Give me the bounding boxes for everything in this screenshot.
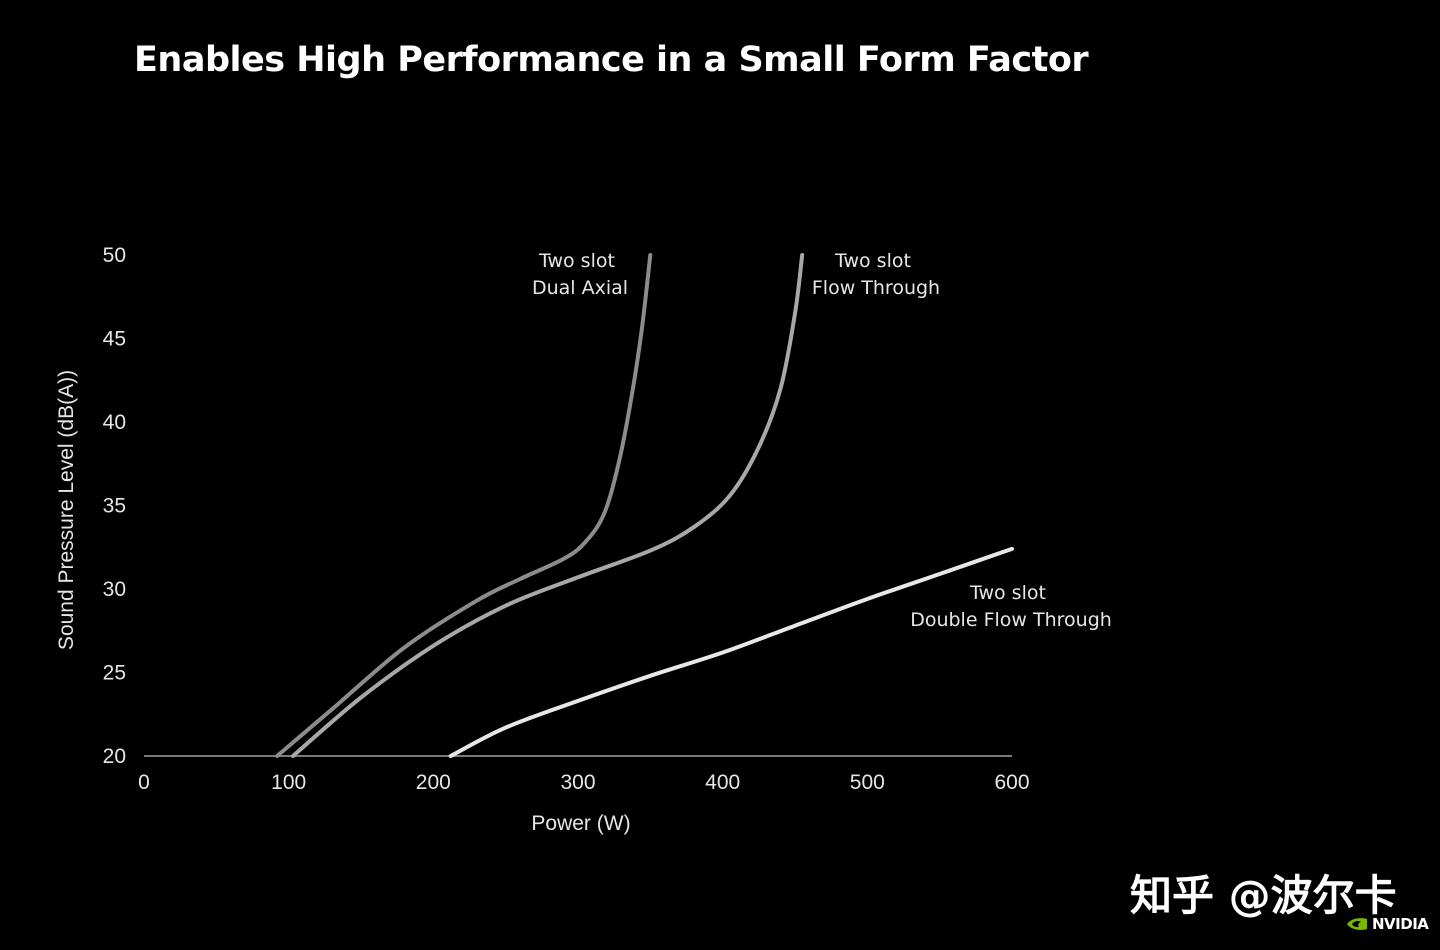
- series-label-flow-through-line-1: Two slot: [834, 250, 911, 272]
- series-labels: Two slot Dual Axial Two slot Flow Throug…: [532, 250, 1112, 631]
- series-line-flow-through: [291, 253, 805, 758]
- x-tick-label: 300: [560, 771, 595, 794]
- series-label-flow-through: Two slot Flow Through: [812, 250, 940, 299]
- series-line-dual-axial: [275, 253, 653, 758]
- series-label-double-flow-through-line-2: Double Flow Through: [910, 609, 1112, 631]
- x-tick-label: 500: [850, 771, 885, 794]
- y-tick-label: 30: [103, 578, 126, 601]
- series-line-double-flow-through: [448, 546, 1014, 758]
- x-tick-label: 200: [416, 771, 451, 794]
- x-tick-label: 100: [271, 771, 306, 794]
- y-tick-label: 40: [103, 411, 126, 434]
- watermark: 知乎 @波尔卡: [1130, 871, 1397, 920]
- x-axis-ticks: 0 100 200 300 400 500 600: [138, 771, 1029, 794]
- series-label-flow-through-line-2: Flow Through: [812, 277, 940, 299]
- series-lines: [275, 253, 1014, 758]
- y-tick-label: 25: [103, 662, 126, 685]
- y-tick-label: 45: [103, 328, 126, 351]
- y-tick-label: 35: [103, 495, 126, 518]
- series-label-double-flow-through-line-1: Two slot: [969, 582, 1046, 604]
- x-tick-label: 0: [138, 771, 150, 794]
- y-tick-label: 20: [103, 745, 126, 768]
- nvidia-logo: NVIDIA: [1346, 915, 1429, 933]
- nvidia-wordmark: NVIDIA: [1372, 915, 1429, 933]
- series-label-dual-axial-line-1: Two slot: [538, 250, 615, 272]
- series-label-double-flow-through: Two slot Double Flow Through: [910, 582, 1112, 631]
- y-tick-label: 50: [103, 244, 126, 267]
- nvidia-eye-icon: [1347, 918, 1367, 930]
- series-label-dual-axial: Two slot Dual Axial: [532, 250, 628, 299]
- slide-title: Enables High Performance in a Small Form…: [134, 40, 1089, 80]
- x-tick-label: 600: [994, 771, 1029, 794]
- x-tick-label: 400: [705, 771, 740, 794]
- y-axis-title: Sound Pressure Level (dB(A)): [55, 370, 78, 650]
- y-axis-ticks: 20 25 30 35 40 45 50: [103, 244, 126, 768]
- x-axis-title: Power (W): [531, 812, 630, 835]
- series-label-dual-axial-line-2: Dual Axial: [532, 277, 628, 299]
